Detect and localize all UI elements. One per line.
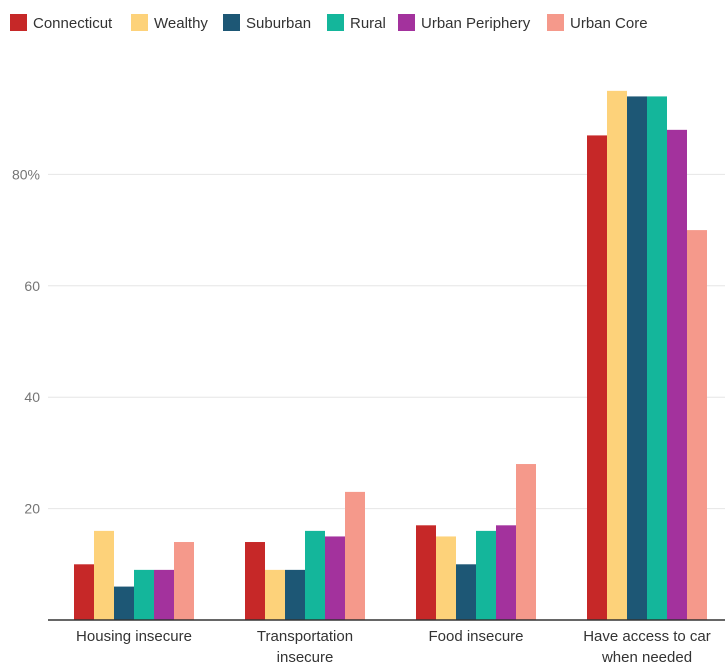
bar-urban-core (687, 230, 707, 620)
x-tick-label: Transportation (257, 628, 353, 645)
legend-label: Rural (350, 15, 386, 32)
bar-rural (134, 569, 154, 620)
legend-swatch (327, 14, 344, 31)
bars (74, 90, 707, 621)
bar-wealthy (265, 569, 285, 620)
legend-label: Connecticut (33, 15, 113, 32)
bar-connecticut (74, 564, 94, 620)
x-tick-label: when needed (601, 649, 692, 665)
bar-urban-core (174, 542, 194, 620)
y-tick-label: 80% (12, 166, 40, 182)
bar-connecticut (245, 542, 265, 620)
legend-swatch (398, 14, 415, 31)
y-tick-label: 40 (24, 389, 40, 405)
bar-wealthy (607, 90, 627, 621)
legend-label: Urban Periphery (421, 15, 531, 32)
x-tick-label: Food insecure (428, 628, 523, 645)
legend-item-urban-periphery: Urban Periphery (398, 14, 531, 32)
bar-rural (647, 96, 667, 621)
legend-swatch (223, 14, 240, 31)
legend-label: Urban Core (570, 15, 648, 32)
y-axis-ticks: 20 40 60 80% (12, 166, 40, 516)
bar-suburban (627, 96, 647, 621)
bar-urban-periphery (154, 569, 174, 620)
legend-swatch (10, 14, 27, 31)
bar-connecticut (416, 525, 436, 620)
bar-rural (476, 530, 496, 620)
legend-item-suburban: Suburban (223, 14, 311, 32)
bar-urban-periphery (496, 525, 516, 620)
legend-swatch (131, 14, 148, 31)
bar-wealthy (436, 536, 456, 620)
x-tick-label: Housing insecure (76, 628, 192, 645)
legend-label: Suburban (246, 15, 311, 32)
bar-suburban (456, 564, 476, 620)
bar-wealthy (94, 530, 114, 620)
legend-item-urban-core: Urban Core (547, 14, 648, 32)
x-tick-label: Have access to car (583, 628, 711, 645)
bar-suburban (114, 586, 134, 620)
y-tick-label: 60 (24, 278, 40, 294)
y-tick-label: 20 (24, 501, 40, 517)
legend-item-connecticut: Connecticut (10, 14, 113, 32)
bar-urban-core (516, 464, 536, 620)
bar-urban-periphery (667, 129, 687, 620)
bar-rural (305, 530, 325, 620)
legend-swatch (547, 14, 564, 31)
bar-urban-periphery (325, 536, 345, 620)
legend: Connecticut Wealthy Suburban Rural Urban Per… (10, 14, 648, 32)
bar-connecticut (587, 135, 607, 620)
bar-urban-core (345, 491, 365, 620)
x-tick-label: insecure (277, 649, 334, 665)
bar-suburban (285, 569, 305, 620)
legend-item-wealthy: Wealthy (131, 14, 208, 32)
x-axis-labels: Housing insecure Transportation insecure Fo… (76, 628, 711, 665)
legend-item-rural: Rural (327, 14, 386, 32)
legend-label: Wealthy (154, 15, 208, 32)
